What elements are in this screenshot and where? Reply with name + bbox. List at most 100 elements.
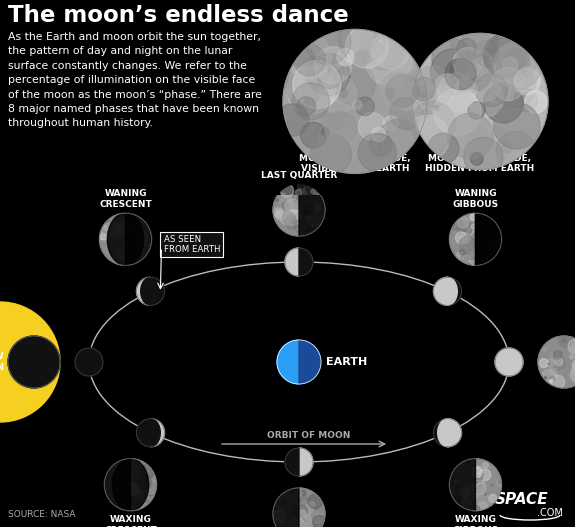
Circle shape xyxy=(477,482,484,490)
Circle shape xyxy=(112,479,115,482)
Circle shape xyxy=(543,348,546,351)
Circle shape xyxy=(9,369,15,375)
Circle shape xyxy=(319,75,356,113)
Circle shape xyxy=(24,346,29,352)
Circle shape xyxy=(553,357,566,370)
Circle shape xyxy=(450,218,462,230)
Circle shape xyxy=(493,36,538,80)
Circle shape xyxy=(484,35,528,79)
Circle shape xyxy=(453,47,483,77)
Circle shape xyxy=(124,483,137,496)
Circle shape xyxy=(474,41,499,65)
Circle shape xyxy=(44,358,47,362)
Circle shape xyxy=(558,362,560,364)
Circle shape xyxy=(472,494,477,499)
Circle shape xyxy=(470,213,477,221)
Circle shape xyxy=(382,129,415,162)
Circle shape xyxy=(348,133,397,181)
Circle shape xyxy=(461,497,472,507)
Text: WAXING
CRESCENT: WAXING CRESCENT xyxy=(104,515,157,527)
Circle shape xyxy=(464,497,472,505)
Circle shape xyxy=(465,256,477,269)
Circle shape xyxy=(112,484,127,499)
Ellipse shape xyxy=(108,213,144,265)
Circle shape xyxy=(474,466,482,474)
Circle shape xyxy=(482,462,488,468)
Circle shape xyxy=(287,65,336,114)
Circle shape xyxy=(32,355,37,359)
Wedge shape xyxy=(434,419,447,447)
Circle shape xyxy=(281,193,285,197)
Circle shape xyxy=(485,494,486,495)
Circle shape xyxy=(475,249,478,252)
Circle shape xyxy=(280,184,293,197)
Circle shape xyxy=(303,523,305,525)
Circle shape xyxy=(111,225,125,239)
Circle shape xyxy=(569,357,575,372)
Circle shape xyxy=(473,470,476,473)
Circle shape xyxy=(495,348,523,376)
Circle shape xyxy=(285,216,297,227)
Circle shape xyxy=(546,359,554,367)
Circle shape xyxy=(467,471,478,483)
Circle shape xyxy=(477,233,481,238)
Circle shape xyxy=(471,224,476,229)
Circle shape xyxy=(355,97,374,115)
Circle shape xyxy=(146,235,152,240)
Circle shape xyxy=(477,258,486,268)
Circle shape xyxy=(132,483,141,493)
Circle shape xyxy=(561,374,566,378)
Circle shape xyxy=(34,353,47,366)
Wedge shape xyxy=(476,213,501,265)
Circle shape xyxy=(384,115,398,131)
Circle shape xyxy=(404,71,426,92)
Circle shape xyxy=(548,363,550,365)
Circle shape xyxy=(125,257,137,268)
Circle shape xyxy=(282,500,284,503)
Circle shape xyxy=(126,213,137,224)
Circle shape xyxy=(293,46,314,68)
Circle shape xyxy=(35,342,44,350)
Circle shape xyxy=(295,501,300,505)
Circle shape xyxy=(515,67,540,92)
Circle shape xyxy=(12,371,14,374)
Circle shape xyxy=(342,69,344,71)
Circle shape xyxy=(339,17,385,63)
Circle shape xyxy=(458,217,469,228)
Circle shape xyxy=(462,498,468,504)
Ellipse shape xyxy=(438,277,457,305)
Circle shape xyxy=(554,357,563,366)
Circle shape xyxy=(298,515,312,527)
Text: SOURCE: NASA: SOURCE: NASA xyxy=(8,510,75,519)
Circle shape xyxy=(295,490,302,496)
Circle shape xyxy=(44,350,56,362)
Circle shape xyxy=(291,522,305,527)
Circle shape xyxy=(52,367,56,371)
Circle shape xyxy=(47,346,55,354)
Circle shape xyxy=(459,236,475,251)
Circle shape xyxy=(16,366,18,369)
Circle shape xyxy=(37,345,45,353)
Circle shape xyxy=(138,247,143,251)
Circle shape xyxy=(416,86,428,97)
Circle shape xyxy=(486,257,490,260)
Wedge shape xyxy=(136,277,151,305)
Circle shape xyxy=(544,377,547,379)
Circle shape xyxy=(285,210,301,225)
Circle shape xyxy=(117,218,123,225)
Circle shape xyxy=(478,485,483,489)
Circle shape xyxy=(333,63,375,105)
Circle shape xyxy=(483,475,487,480)
Circle shape xyxy=(290,518,305,527)
Circle shape xyxy=(465,124,509,169)
Circle shape xyxy=(558,333,573,347)
Circle shape xyxy=(285,199,300,213)
Circle shape xyxy=(476,472,486,482)
Wedge shape xyxy=(447,277,462,305)
Circle shape xyxy=(465,247,467,249)
Circle shape xyxy=(570,368,575,383)
Circle shape xyxy=(294,220,309,234)
Circle shape xyxy=(305,216,313,223)
Circle shape xyxy=(140,478,143,481)
Circle shape xyxy=(550,353,557,360)
